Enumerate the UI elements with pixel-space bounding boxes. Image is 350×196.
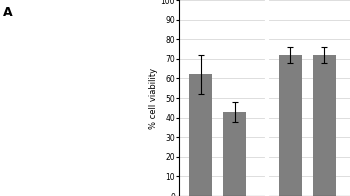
Bar xyxy=(223,112,246,196)
Bar xyxy=(279,55,302,196)
Bar xyxy=(189,74,212,196)
Y-axis label: % cell viability: % cell viability xyxy=(149,67,158,129)
Text: A: A xyxy=(4,6,13,19)
Bar xyxy=(313,55,336,196)
